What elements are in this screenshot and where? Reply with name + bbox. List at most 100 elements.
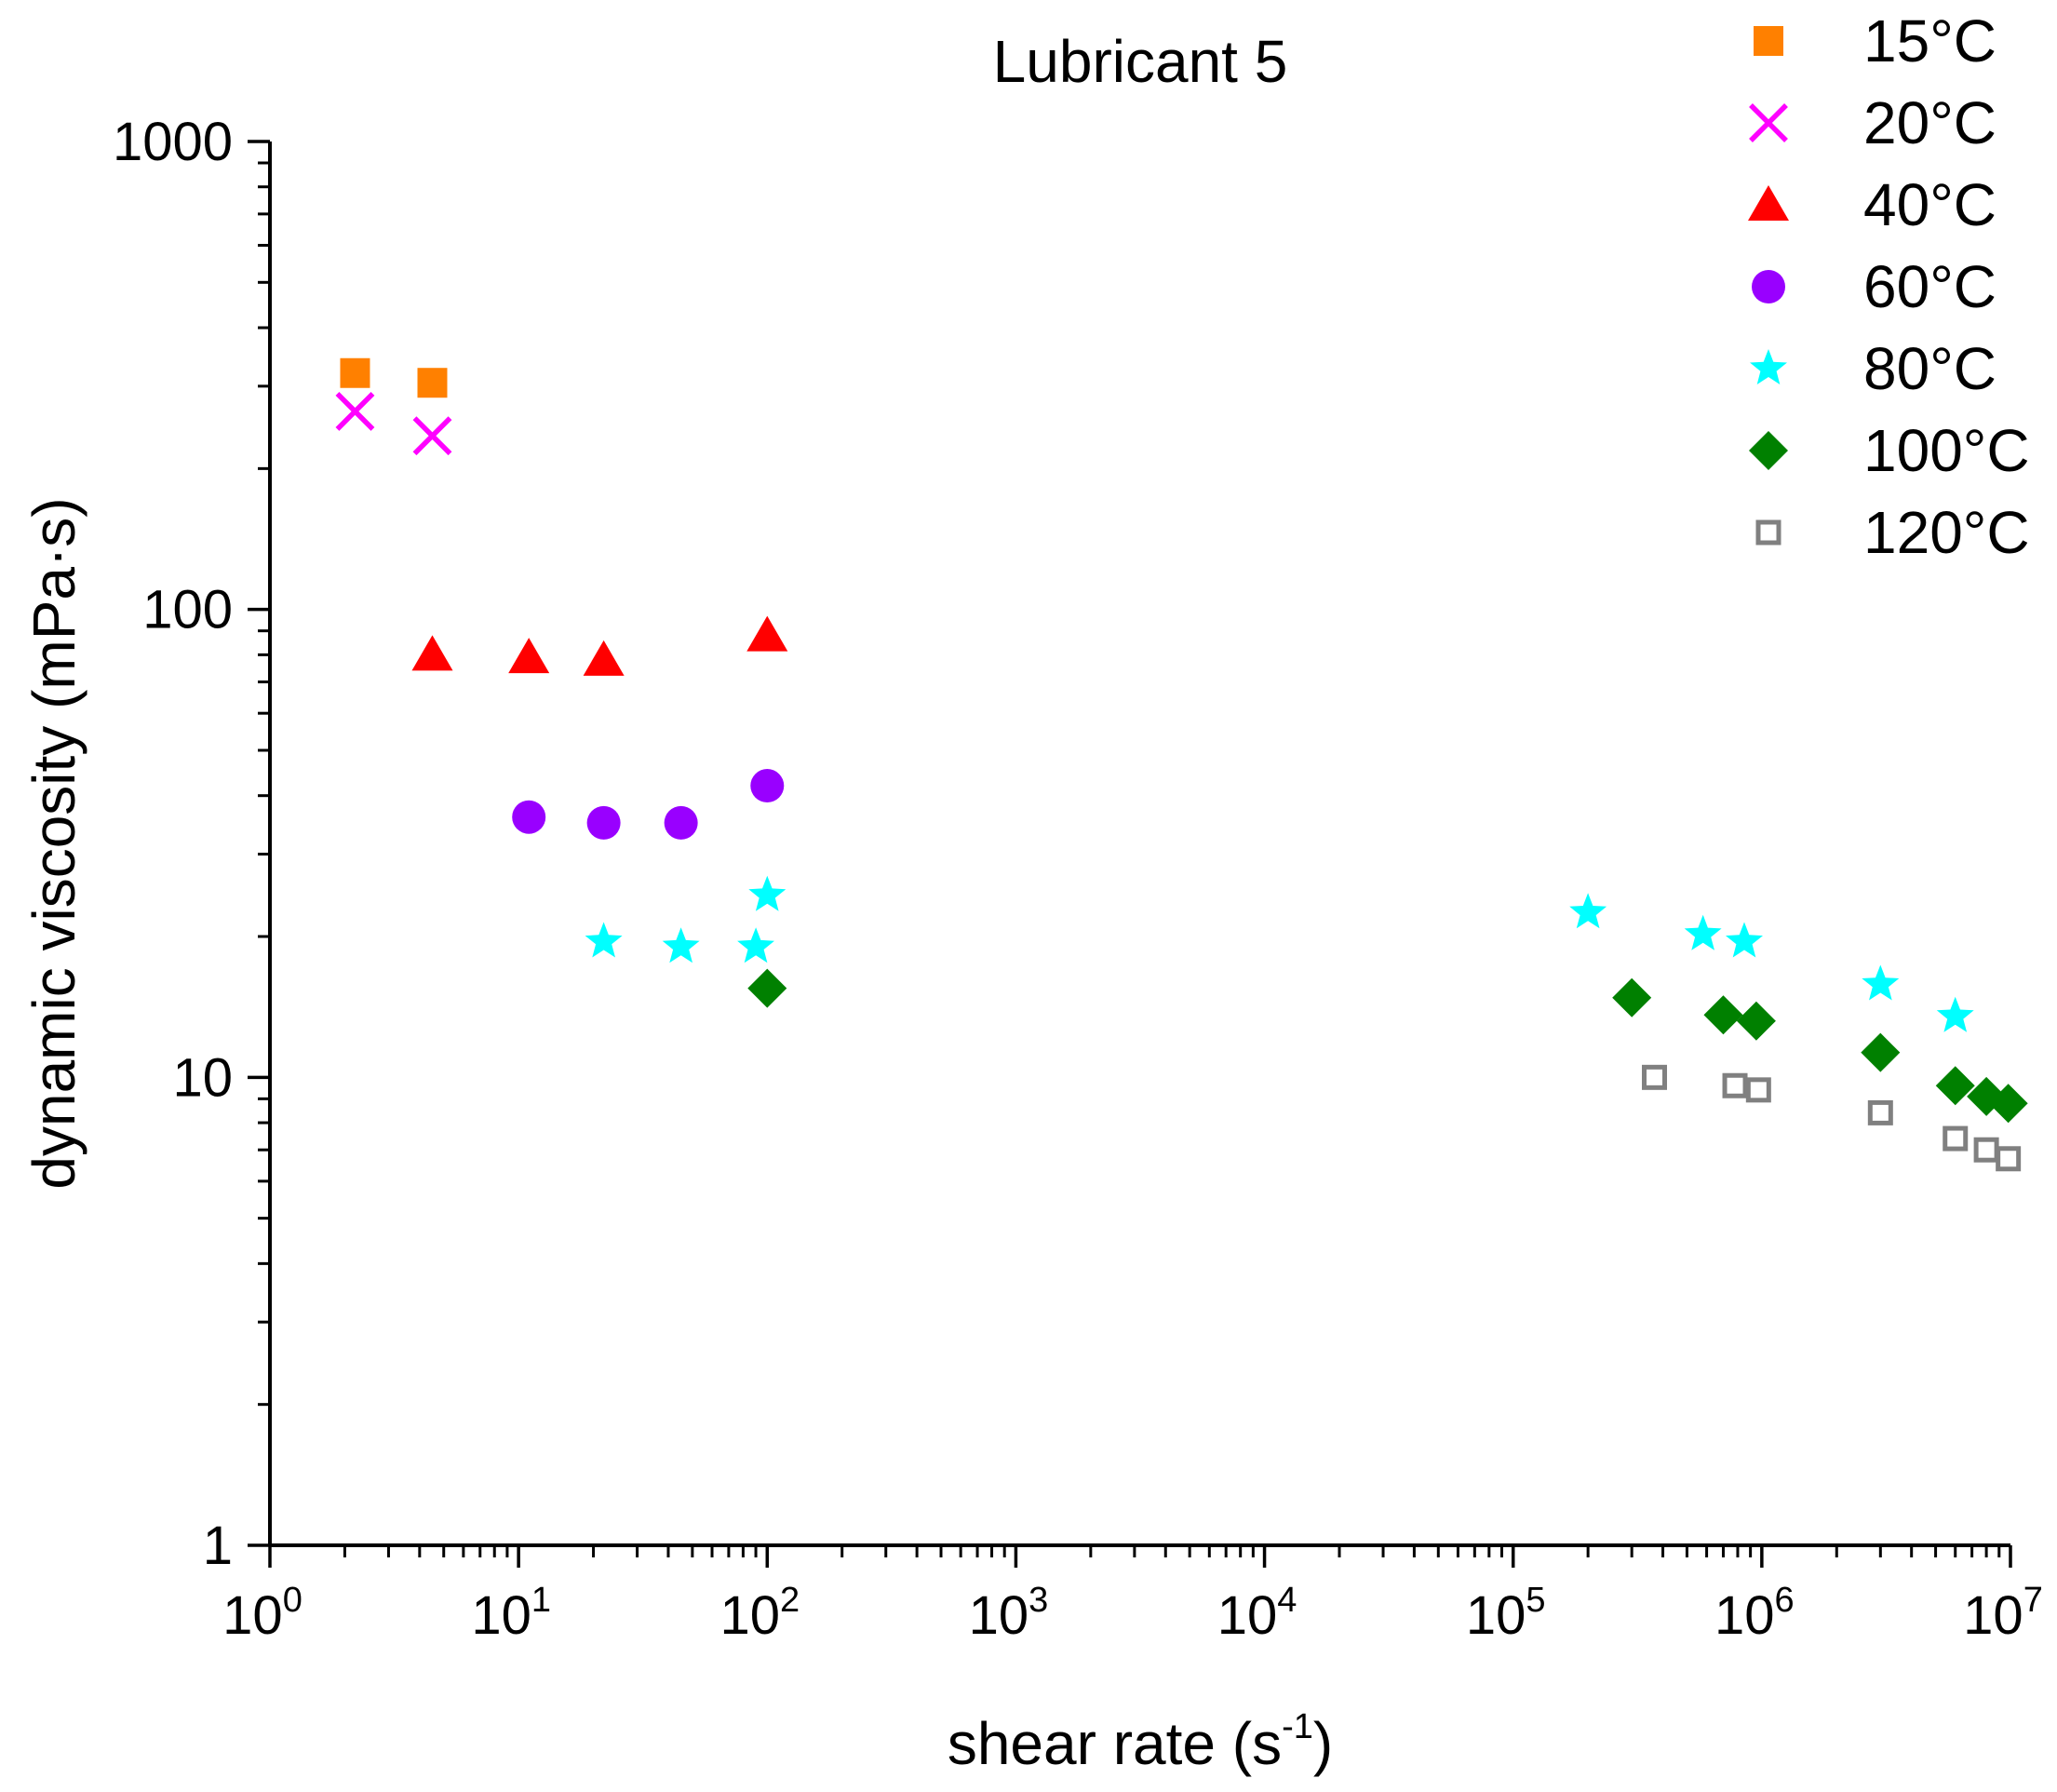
x-tick-exponent: 2	[780, 1581, 800, 1620]
data-point	[1703, 995, 1743, 1035]
legend-label: 80°C	[1863, 335, 1996, 402]
x-tick-base: 10	[1963, 1585, 2023, 1646]
x-tick-exponent: 1	[531, 1581, 551, 1620]
legend-label: 60°C	[1863, 253, 1996, 320]
data-point	[1867, 1099, 1893, 1125]
x-tick-exponent: 4	[1277, 1581, 1297, 1620]
data-point	[1861, 1032, 1901, 1072]
data-point	[417, 368, 448, 398]
series-40°C	[411, 615, 788, 676]
series-100°C	[747, 968, 2028, 1124]
legend-label: 120°C	[1863, 499, 2030, 566]
x-tick-label: 107	[1963, 1581, 2043, 1646]
legend-marker	[1752, 270, 1785, 303]
y-axis-title: dynamic viscosity (mPa·s)	[20, 497, 87, 1189]
legend-marker	[1750, 349, 1787, 384]
data-point	[1745, 1077, 1771, 1103]
legend-item: 20°C	[1749, 89, 1996, 156]
x-tick-base: 10	[471, 1585, 531, 1646]
x-tick-exponent: 7	[2023, 1581, 2043, 1620]
data-point	[583, 640, 625, 676]
x-tick-base: 10	[1714, 1585, 1775, 1646]
data-point	[1996, 1146, 2022, 1172]
legend-label: 15°C	[1863, 7, 1996, 74]
data-point	[1988, 1084, 2028, 1124]
x-tick-base: 10	[222, 1585, 283, 1646]
y-tick-label: 100	[142, 580, 233, 640]
y-tick-label: 10	[172, 1047, 233, 1108]
data-point	[335, 391, 375, 431]
data-point	[586, 805, 621, 840]
x-axis-title-exponent: -1	[1282, 1707, 1313, 1746]
x-tick-label: 103	[969, 1581, 1049, 1646]
legend-item: 15°C	[1754, 7, 1996, 74]
legend: 15°C 20°C 40°C 60°C 80°C 100°C 120°C	[1748, 7, 2030, 566]
x-axis-title-text: shear rate (s	[948, 1710, 1282, 1777]
x-tick-exponent: 0	[283, 1581, 302, 1620]
data-point	[412, 416, 452, 456]
x-axis-title: shear rate (s-1)	[948, 1707, 1333, 1777]
series-15°C	[340, 357, 448, 398]
data-point	[411, 635, 453, 671]
x-tick-label: 104	[1217, 1581, 1297, 1646]
legend-label: 100°C	[1863, 417, 2030, 484]
legend-marker	[1748, 185, 1789, 221]
y-ticks: 1 10 100 1000	[113, 112, 270, 1576]
legend-item: 120°C	[1755, 499, 2030, 566]
data-point	[1973, 1137, 1999, 1163]
data-point	[1726, 922, 1763, 958]
x-tick-label: 105	[1466, 1581, 1546, 1646]
x-tick-label: 102	[719, 1581, 800, 1646]
x-tick-base: 10	[1466, 1585, 1526, 1646]
data-point	[1722, 1072, 1748, 1098]
series-120°C	[1642, 1064, 2022, 1172]
series-80°C	[585, 875, 1974, 1032]
legend-item: 80°C	[1750, 335, 1996, 402]
legend-marker	[1749, 431, 1788, 470]
x-tick-label: 100	[222, 1581, 302, 1646]
legend-label: 20°C	[1863, 89, 1996, 156]
data-point	[748, 875, 786, 911]
chart-title: Lubricant 5	[993, 28, 1288, 95]
y-tick-label: 1000	[113, 112, 233, 172]
x-tick-exponent: 5	[1526, 1581, 1545, 1620]
data-point	[1569, 893, 1607, 929]
data-point	[1684, 914, 1722, 950]
data-point	[1943, 1125, 1969, 1152]
data-point	[1612, 977, 1652, 1017]
legend-marker	[1754, 26, 1783, 56]
data-point	[746, 615, 788, 652]
data-point	[664, 805, 698, 840]
legend-item: 100°C	[1749, 417, 2030, 484]
data-point	[747, 968, 787, 1008]
legend-marker	[1755, 519, 1781, 546]
series-20°C	[335, 391, 452, 456]
legend-marker	[1749, 103, 1788, 142]
data-point	[1736, 1001, 1776, 1041]
axes	[268, 141, 2010, 1547]
data-point	[340, 357, 370, 388]
legend-label: 40°C	[1863, 171, 1996, 238]
x-tick-label: 101	[471, 1581, 551, 1646]
x-tick-base: 10	[719, 1585, 780, 1646]
data-point	[1935, 1066, 1975, 1106]
x-tick-exponent: 6	[1775, 1581, 1795, 1620]
data-point	[750, 769, 785, 803]
legend-item: 60°C	[1752, 253, 1996, 320]
x-tick-exponent: 3	[1028, 1581, 1048, 1620]
data-point	[512, 800, 546, 834]
data-point	[1936, 996, 1974, 1032]
plot-markers	[335, 357, 2028, 1172]
data-point	[1862, 964, 1900, 1001]
legend-item: 40°C	[1748, 171, 1996, 238]
x-ticks: 100 101 102 103 104 105 106 107	[222, 1545, 2043, 1646]
data-point	[585, 922, 623, 958]
y-tick-label: 1	[203, 1516, 233, 1576]
data-point	[508, 638, 550, 674]
series-60°C	[512, 769, 785, 840]
x-tick-base: 10	[1217, 1585, 1278, 1646]
x-axis-title-close: )	[1313, 1710, 1333, 1777]
data-point	[1642, 1064, 1668, 1090]
data-point	[737, 927, 774, 963]
